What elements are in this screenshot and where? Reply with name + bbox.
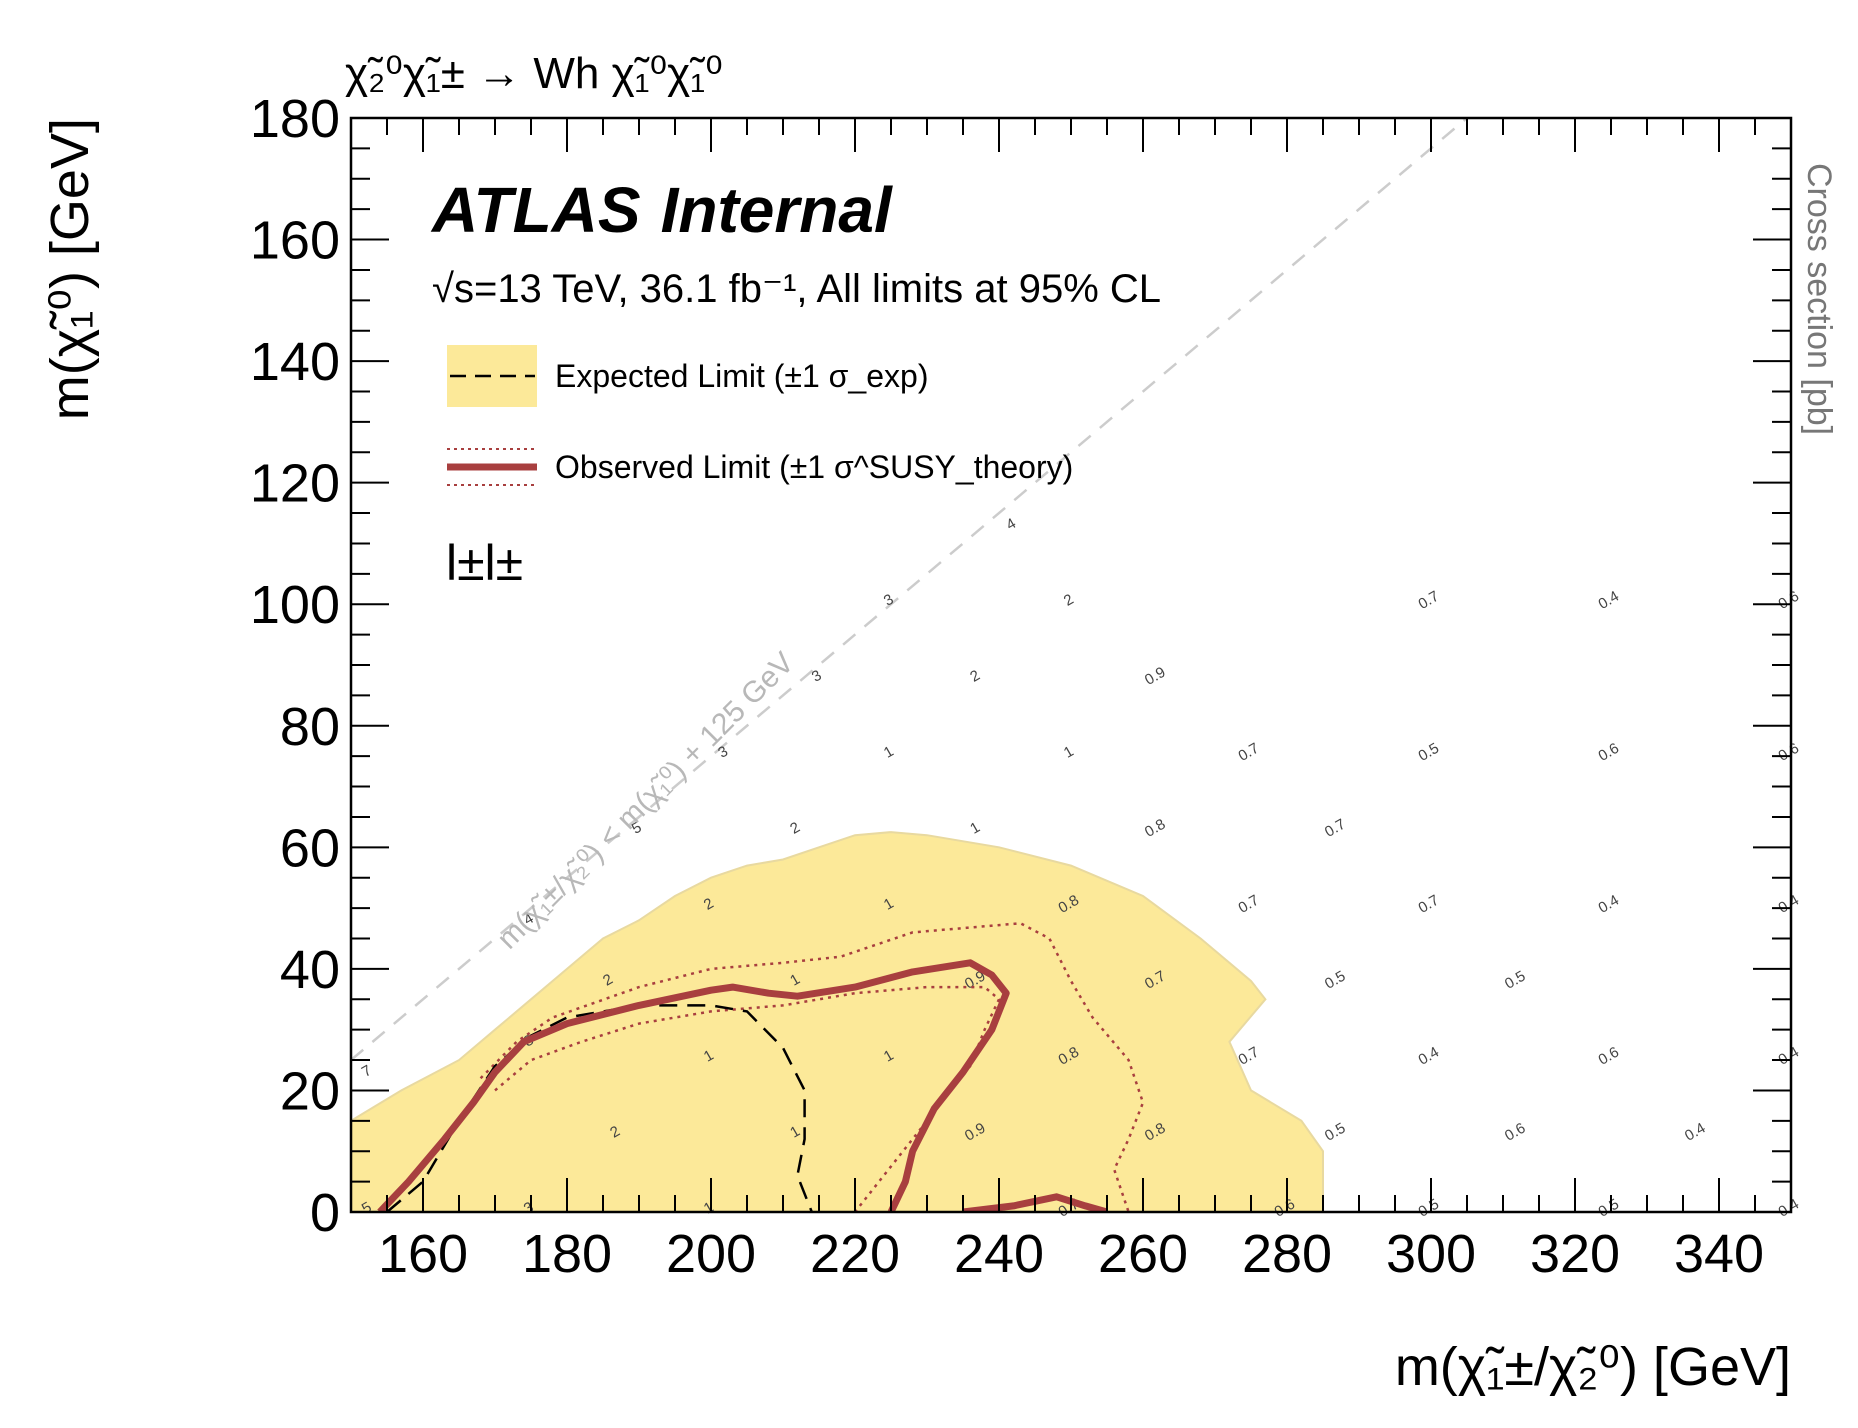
y-tick-label: 140 xyxy=(250,332,340,392)
x-tick-label: 180 xyxy=(522,1224,612,1284)
x-tick-label: 320 xyxy=(1530,1224,1620,1284)
cross-section-value: 0.6 xyxy=(1595,1044,1622,1069)
y-tick-label: 180 xyxy=(250,89,340,149)
process-label: χ̃₂⁰χ̃₁± → Wh χ̃₁⁰χ̃₁⁰ xyxy=(345,49,723,98)
x-axis-title: m(χ̃₁±/χ̃₂⁰) [GeV] xyxy=(1395,1337,1791,1397)
kinematic-limit-layer xyxy=(351,118,1468,1062)
x-tick-label: 220 xyxy=(810,1224,900,1284)
kinematic-limit-line xyxy=(351,118,1468,1062)
x-tick-label: 280 xyxy=(1242,1224,1332,1284)
cross-section-value: 2 xyxy=(1061,591,1077,610)
cross-section-value: 0.5 xyxy=(1415,740,1442,765)
expected-limit-band xyxy=(351,831,1324,1212)
cross-section-value: 3 xyxy=(809,667,825,686)
observed-limit-line xyxy=(377,959,1010,1212)
expected-band-layer xyxy=(351,831,1324,1212)
x-tick-label: 200 xyxy=(666,1224,756,1284)
plot-frame-layer: 160 180 200 220 240 260 280 300 320 340 0 20 40 60 80 1… xyxy=(250,89,1793,1284)
cross-section-value: 0.7 xyxy=(1415,588,1442,613)
cross-section-value: 0.6 xyxy=(1595,740,1622,765)
limit-lines-layer xyxy=(377,922,1145,1212)
cross-section-value: 1 xyxy=(967,819,983,838)
cross-section-value: 0.4 xyxy=(1775,1196,1802,1221)
cross-section-value: 0.4 xyxy=(1775,892,1802,917)
cross-section-value: 0.5 xyxy=(1415,1196,1442,1221)
x-tick-label: 340 xyxy=(1674,1224,1764,1284)
cross-section-value: 0.4 xyxy=(1595,588,1622,613)
cross-section-value: 0.7 xyxy=(1322,816,1349,841)
cross-section-value: 0.6 xyxy=(1775,740,1802,765)
experiment-label: ATLAS Internal xyxy=(430,174,893,246)
cross-section-value: 0.5 xyxy=(1595,1196,1622,1221)
legend-observed-label: Observed Limit (±1 σ^SUSY_theory) xyxy=(555,449,1073,485)
y-tick-label: 0 xyxy=(310,1183,340,1243)
y-tick-label: 40 xyxy=(280,940,340,1000)
cross-section-value: 0.4 xyxy=(1682,1120,1709,1145)
cross-section-value: 0.7 xyxy=(1415,892,1442,917)
x-tick-label: 160 xyxy=(378,1224,468,1284)
cross-section-value: 0.4 xyxy=(1595,892,1622,917)
y-tick-label: 20 xyxy=(280,1061,340,1121)
cross-section-value: 2 xyxy=(787,819,803,838)
x-tick-label: 260 xyxy=(1098,1224,1188,1284)
cross-section-value: 0.7 xyxy=(1235,892,1262,917)
cross-section-value: 0.5 xyxy=(1502,968,1529,993)
y-axis-title: m(χ̃₁⁰) [GeV] xyxy=(40,118,100,420)
cross-section-value: 0.5 xyxy=(1322,1120,1349,1145)
cross-section-value: 1 xyxy=(881,743,897,762)
energy-lumi-label: √s=13 TeV, 36.1 fb⁻¹, All limits at 95% … xyxy=(432,267,1161,311)
channel-label: l±l± xyxy=(446,535,523,591)
y-tick-label: 60 xyxy=(280,818,340,878)
observed-limit-minus1sigma xyxy=(494,985,1001,1212)
cross-section-value: 0.9 xyxy=(1142,664,1169,689)
cross-section-value: 4 xyxy=(1003,515,1019,534)
cross-section-value: 0.4 xyxy=(1775,1044,1802,1069)
cross-section-value: 1 xyxy=(1061,743,1077,762)
cross-section-value: 2 xyxy=(967,667,983,686)
x-tick-label: 300 xyxy=(1386,1224,1476,1284)
cross-section-value: 0.8 xyxy=(1142,816,1169,841)
y-tick-label: 160 xyxy=(250,211,340,271)
cross-section-value: 0.7 xyxy=(1235,740,1262,765)
legend-expected-label: Expected Limit (±1 σ_exp) xyxy=(555,358,928,394)
cross-section-value: 0.6 xyxy=(1502,1120,1529,1145)
cross-section-value: 0.6 xyxy=(1775,588,1802,613)
x-tick-label: 240 xyxy=(954,1224,1044,1284)
cross-section-value: 7 xyxy=(359,1062,375,1081)
cross-section-value: 0.5 xyxy=(1322,968,1349,993)
cross-section-value: 0.4 xyxy=(1415,1044,1442,1069)
y-tick-label: 80 xyxy=(280,697,340,757)
observed-limit-line-lower xyxy=(962,1193,1108,1212)
y-tick-label: 120 xyxy=(250,454,340,514)
z-axis-title: Cross section [pb] xyxy=(1800,163,1838,435)
y-tick-label: 100 xyxy=(250,575,340,635)
